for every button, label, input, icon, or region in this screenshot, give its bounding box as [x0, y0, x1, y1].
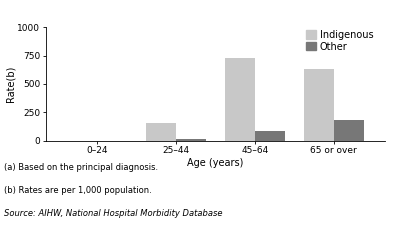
Bar — [176, 139, 206, 141]
Bar — [304, 69, 334, 141]
Bar — [146, 123, 176, 141]
Bar — [334, 120, 364, 141]
Text: (a) Based on the principal diagnosis.: (a) Based on the principal diagnosis. — [4, 163, 158, 173]
Text: (b) Rates are per 1,000 population.: (b) Rates are per 1,000 population. — [4, 186, 152, 195]
Bar — [255, 131, 285, 141]
Y-axis label: Rate(b): Rate(b) — [6, 66, 16, 102]
X-axis label: Age (years): Age (years) — [187, 158, 244, 168]
Text: Source: AIHW, National Hospital Morbidity Database: Source: AIHW, National Hospital Morbidit… — [4, 209, 222, 218]
Legend: Indigenous, Other: Indigenous, Other — [306, 30, 374, 52]
Bar — [225, 58, 255, 141]
